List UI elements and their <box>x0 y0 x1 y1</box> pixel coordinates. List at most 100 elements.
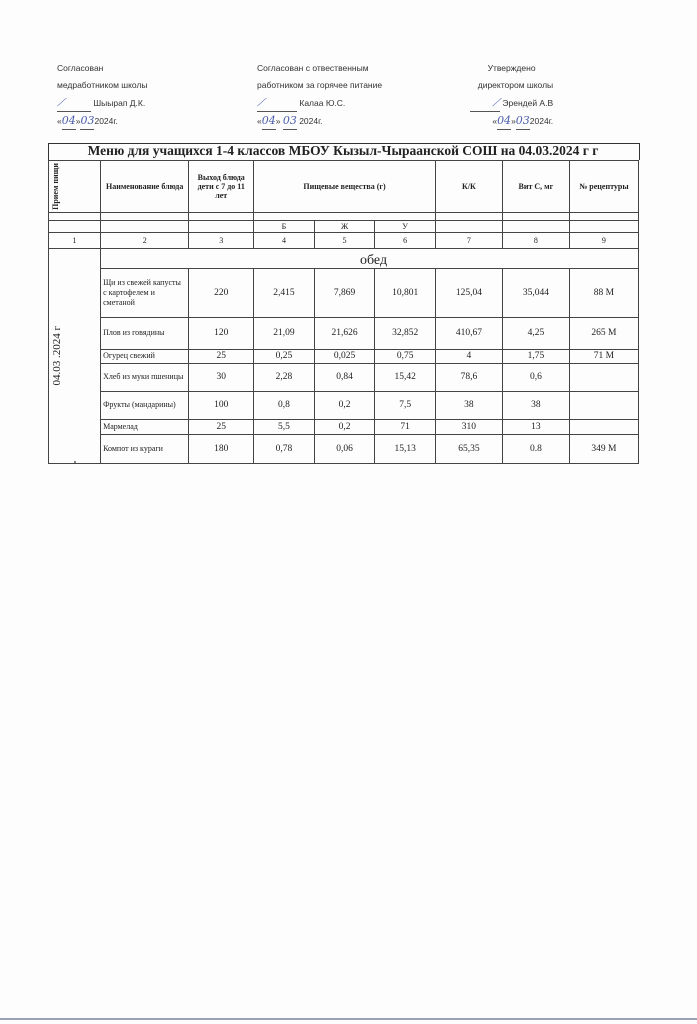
column-number-row: 1 2 3 4 5 6 7 8 9 <box>47 231 640 249</box>
cell-vitc: 4,25 <box>501 316 570 350</box>
cell-u: 15,42 <box>374 362 436 392</box>
cell-zh: 0,2 <box>313 390 376 420</box>
col-number: 9 <box>568 231 640 249</box>
date-day: 04 <box>261 112 276 130</box>
cell-zh: 0,84 <box>313 362 376 392</box>
cell-zh: 7,869 <box>313 267 376 318</box>
header-nutrients: Пищевые вещества (г) <box>253 160 436 213</box>
title-frame <box>48 143 640 160</box>
header-meal: Прием пищи <box>51 163 60 210</box>
table-row: Мармелад 25 5,5 0,2 71 310 13 <box>49 418 640 435</box>
table-row: Огурец свежий 25 0,25 0,025 0,75 4 1,75 71 М <box>49 348 640 364</box>
header-u: У <box>374 219 436 233</box>
cell-b: 0,78 <box>253 433 315 464</box>
cell-vitc: 1,75 <box>501 348 570 364</box>
header-portion: Выход блюда дети с 7 до 11 лет <box>188 160 255 213</box>
cell-dish: Мармелад <box>100 418 190 435</box>
cell-kcal: 78,6 <box>434 362 503 392</box>
cell-dish: Огурец свежий <box>100 348 190 364</box>
approval-name: Калаа Ю.С. <box>299 98 346 108</box>
cell-portion: 25 <box>188 348 255 364</box>
header-b: Б <box>253 219 315 233</box>
section-label: обед <box>100 247 639 269</box>
cell-kcal: 38 <box>434 390 503 420</box>
cell-zh: 21,626 <box>313 316 376 350</box>
approval-name: Эрендей А.В <box>502 98 554 108</box>
table-row: Хлеб из муки пшеницы 30 2,28 0,84 15,42 78,6 0… <box>49 362 640 392</box>
cell-u: 32,852 <box>374 316 436 350</box>
cell-b: 2,28 <box>253 362 315 392</box>
cell-b: 0,25 <box>253 348 315 364</box>
table-row: Компот из кураги 180 0,78 0,06 15,13 65,35 0.8… <box>49 433 640 464</box>
col-number: 1 <box>47 231 102 249</box>
cell-b: 5,5 <box>253 418 315 435</box>
table-row: Плов из говядины 120 21,09 21,626 32,852 410,… <box>49 316 640 350</box>
date-year: 2024г. <box>299 116 323 126</box>
cell-recipe <box>568 418 640 435</box>
section-row: 04.03 .2024 г обед <box>47 247 639 464</box>
cell-u: 7,5 <box>374 390 436 420</box>
approval-line1: Утверждено <box>487 63 536 73</box>
approval-date: «04» 03 2024г. <box>257 112 382 130</box>
header-vitc: Вит С, мг <box>501 160 570 213</box>
approval-line2: работником за горячее питание <box>257 80 383 90</box>
approval-signature-line: ⟋ Эрендей А.В <box>470 94 553 112</box>
document-title: Меню для учащихся 1-4 классов МБОУ Кызыл… <box>87 143 599 158</box>
col-number: 3 <box>188 231 255 249</box>
cell-kcal: 310 <box>434 418 503 435</box>
cell-u: 0,75 <box>374 348 436 364</box>
approval-medic: Согласован медработником школы ⟋ Шыырап … <box>57 60 148 130</box>
col-number: 8 <box>501 231 570 249</box>
cell-recipe <box>568 362 640 392</box>
approval-director: Утверждено директором школы ⟋ Эрендей А.… <box>470 60 553 130</box>
date-year: 2024г. <box>529 116 554 126</box>
header-kcal: К/К <box>434 160 503 213</box>
approval-name: Шыырап Д.К. <box>93 98 146 108</box>
cell-recipe: 265 М <box>568 316 640 350</box>
cell-u: 15,13 <box>374 433 436 464</box>
blank-row <box>47 211 640 221</box>
cell-kcal: 125,04 <box>434 267 503 318</box>
approval-date: «04»032024г. <box>470 112 553 130</box>
cell-recipe: 349 М <box>568 433 640 464</box>
cell-dish: Фрукты (мандарины) <box>100 390 190 420</box>
cell-b: 21,09 <box>253 316 315 350</box>
approval-line2: медработником школы <box>57 80 148 90</box>
approval-food: Согласован с отвественным работником за … <box>257 60 382 130</box>
cell-kcal: 4 <box>434 348 503 364</box>
cell-recipe: 88 М <box>568 267 640 318</box>
cell-vitc: 0.8 <box>501 433 570 464</box>
cell-portion: 30 <box>188 362 255 392</box>
col-number: 7 <box>434 231 503 249</box>
cell-kcal: 65,35 <box>434 433 503 464</box>
scan-speck <box>74 461 76 463</box>
cell-kcal: 410,67 <box>434 316 503 350</box>
bju-row: Б Ж У <box>47 219 640 233</box>
cell-dish: Компот из кураги <box>100 433 190 464</box>
cell-vitc: 38 <box>501 390 570 420</box>
cell-vitc: 35,044 <box>501 267 570 318</box>
cell-dish: Щи из свежей капусты с картофелем и смет… <box>100 267 190 318</box>
col-number: 6 <box>374 231 436 249</box>
cell-u: 71 <box>374 418 436 435</box>
cell-portion: 120 <box>188 316 255 350</box>
col-number: 5 <box>313 231 376 249</box>
approval-line1: Согласован <box>57 63 104 73</box>
cell-vitc: 0,6 <box>501 362 570 392</box>
approval-line2: директором школы <box>477 80 554 90</box>
header-zh: Ж <box>313 219 376 233</box>
col-number: 4 <box>253 231 315 249</box>
table-row: Щи из свежей капусты с картофелем и смет… <box>49 267 640 318</box>
date-day: 04 <box>61 112 76 130</box>
date-month: 03 <box>80 112 95 130</box>
cell-b: 0,8 <box>253 390 315 420</box>
approval-line1: Согласован с отвественным <box>257 63 369 73</box>
approval-date: «04»032024г. <box>57 112 148 130</box>
cell-b: 2,415 <box>253 267 315 318</box>
cell-portion: 220 <box>188 267 255 318</box>
meal-date: 04.03 .2024 г <box>51 326 63 386</box>
menu-table: Прием пищи Наименование блюда Выход блюд… <box>47 160 640 464</box>
cell-u: 10,801 <box>374 267 436 318</box>
header-row: Прием пищи Наименование блюда Выход блюд… <box>47 160 640 213</box>
